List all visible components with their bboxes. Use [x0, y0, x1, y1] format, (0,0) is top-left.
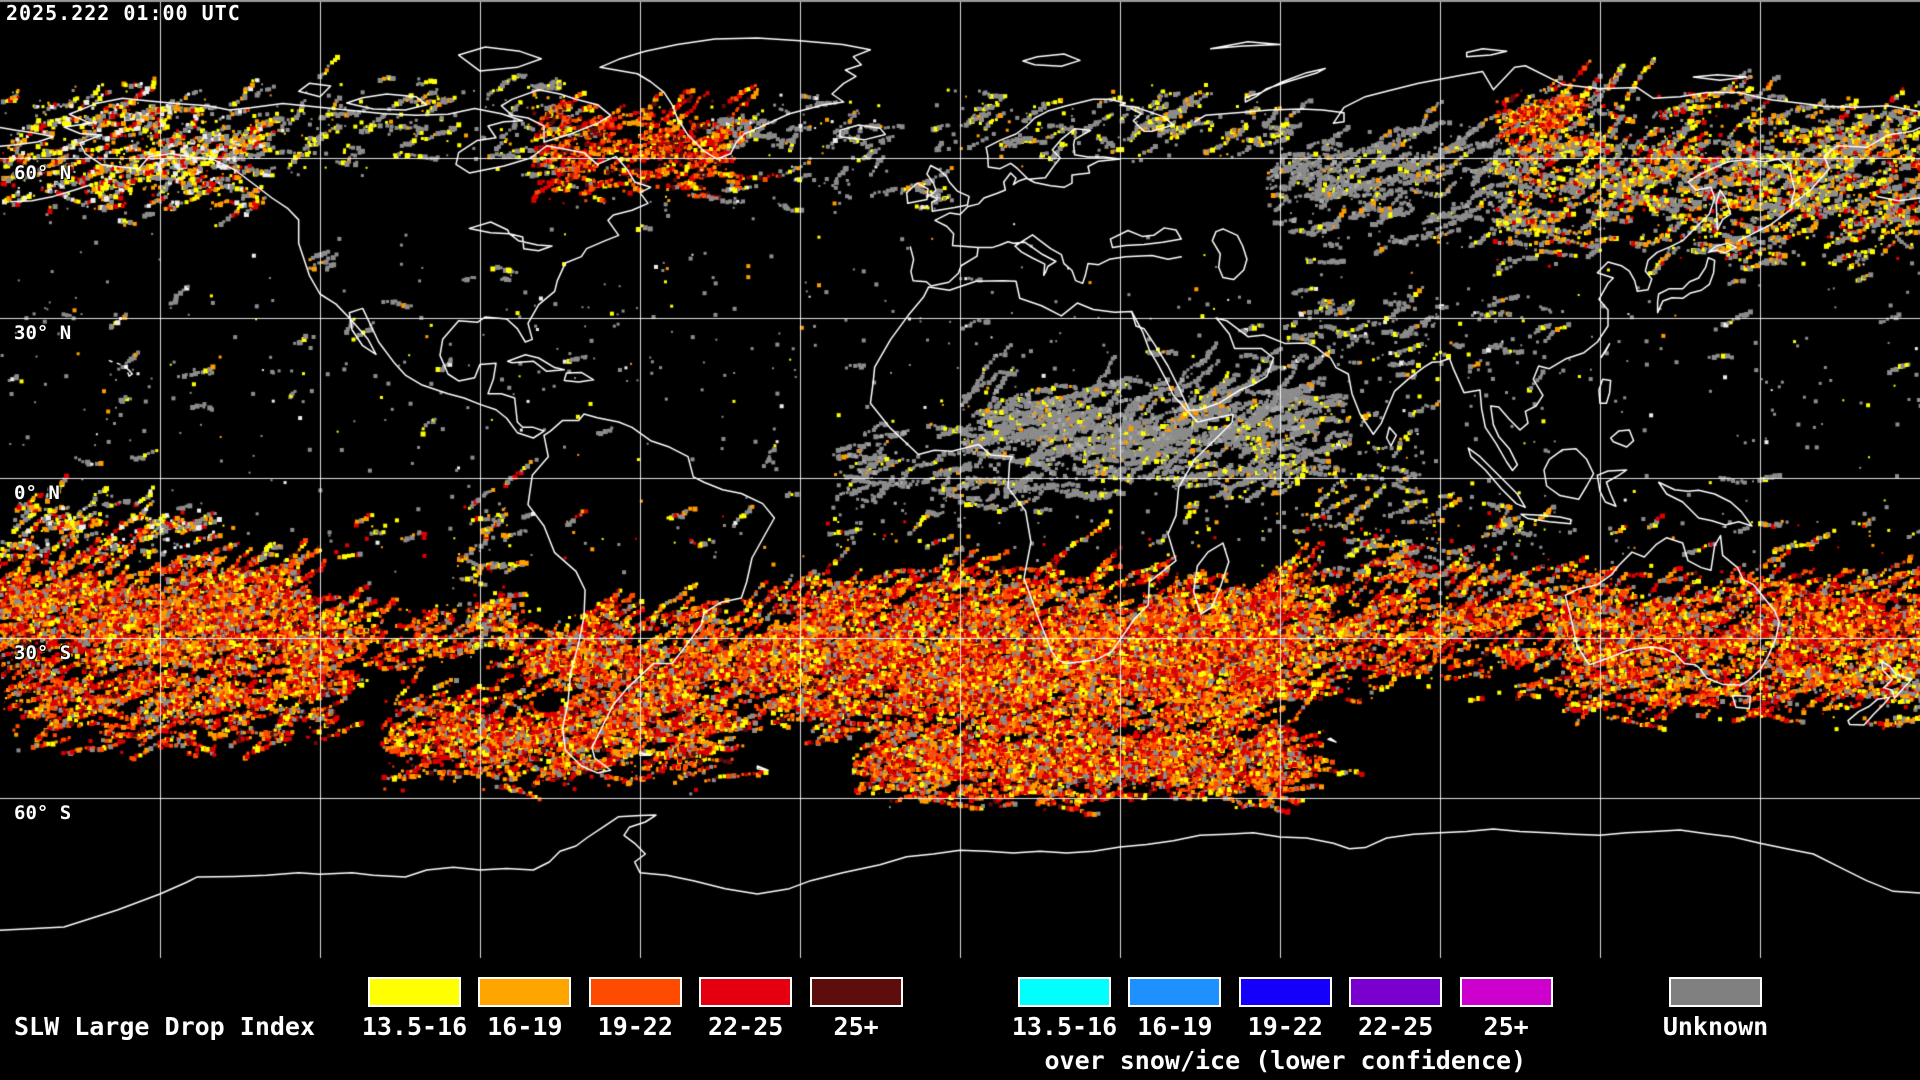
legend-swatch-std-2 [588, 977, 682, 1007]
latitude-label-1: 30° N [14, 322, 72, 344]
legend-label-std-4: 25+ [833, 1012, 879, 1041]
legend-label-ice-4: 25+ [1483, 1012, 1529, 1041]
legend-swatch-ice-4 [1459, 977, 1553, 1007]
legend-swatch-std-1 [478, 977, 572, 1007]
legend-label-std-1: 16-19 [487, 1012, 563, 1041]
latitude-label-2: 0° N [14, 482, 60, 504]
legend-swatch-std-4 [809, 977, 903, 1007]
legend-label-unknown: Unknown [1662, 1012, 1769, 1041]
legend-swatch-ice-1 [1128, 977, 1222, 1007]
latitude-label-4: 60° S [14, 802, 72, 824]
latitude-label-0: 60° N [14, 162, 72, 184]
legend-label-std-0: 13.5-16 [361, 1012, 468, 1041]
legend-label-ice-0: 13.5-16 [1011, 1012, 1118, 1041]
legend-label-ice-3: 22-25 [1358, 1012, 1434, 1041]
legend-swatch-unknown [1669, 977, 1762, 1007]
world-map-canvas [0, 0, 1920, 960]
legend-label-ice-1: 16-19 [1137, 1012, 1213, 1041]
legend-label-std-2: 19-22 [597, 1012, 673, 1041]
legend-swatch-ice-2 [1238, 977, 1332, 1007]
legend-label-std-3: 22-25 [708, 1012, 784, 1041]
legend-subtitle: over snow/ice (lower confidence) [1044, 1046, 1527, 1075]
legend-swatch-ice-3 [1349, 977, 1443, 1007]
legend-title: SLW Large Drop Index [14, 1012, 316, 1041]
legend-swatch-std-3 [699, 977, 793, 1007]
legend-swatch-ice-0 [1018, 977, 1111, 1007]
timestamp: 2025.222 01:00 UTC [6, 1, 241, 25]
legend-swatch-std-0 [368, 977, 461, 1007]
legend-label-ice-2: 19-22 [1247, 1012, 1323, 1041]
latitude-label-3: 30° S [14, 642, 72, 664]
